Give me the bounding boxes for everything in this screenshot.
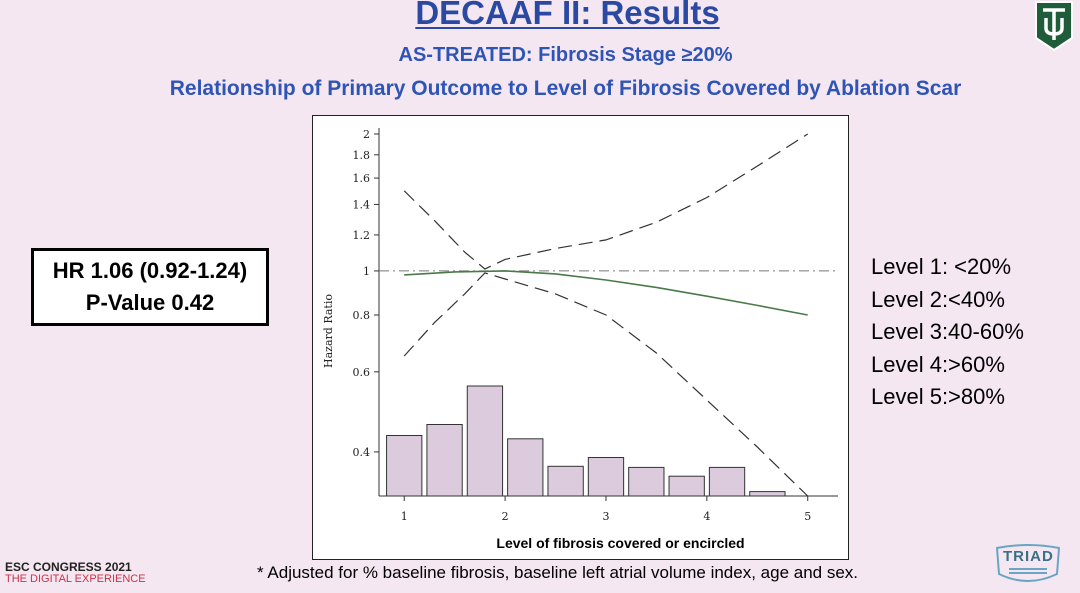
x-tick-label: 4 [703,510,710,523]
histogram-bar [749,491,786,497]
x-tick-label: 5 [804,510,811,523]
slide-subtitle-secondary: Relationship of Primary Outcome to Level… [169,77,962,100]
chart-frame: 0.4 0.6 0.8 1 1.2 1.4 1.6 1.8 2 1 2 3 4 5 Level of fib… [312,115,849,560]
y-tick-label: 1.8 [353,149,371,162]
y-tick-label: 0.4 [353,446,371,459]
histogram-bar [386,435,423,497]
y-tick-label: 1.4 [353,198,371,211]
esc-congress-logo: ESC CONGRESS 2021 THE DIGITAL EXPERIENCE [5,561,146,585]
histogram-bar [628,466,665,497]
y-tick-label: 0.8 [353,309,371,322]
hazard-ratio-value: HR 1.06 (0.92-1.24) [52,258,248,283]
level-item: Level 1: <20% [871,254,1012,279]
slide-title: DECAAF II: Results [415,0,720,31]
y-tick-label: 1.2 [353,229,371,242]
y-tick-label: 1.6 [353,172,371,185]
upper-ci-line [403,133,809,270]
esc-congress-tagline: THE DIGITAL EXPERIENCE [5,573,146,585]
hazard-ratio-box: HR 1.06 (0.92-1.24) P-Value 0.42 [31,248,269,326]
lower-ci-line [403,272,809,497]
histogram-bar [547,465,584,497]
histogram-bar [668,475,705,497]
p-value: P-Value 0.42 [85,290,215,315]
histogram-bar [426,424,463,497]
slide-subtitle: AS-TREATED: Fibrosis Stage ≥20% [398,44,733,66]
y-tick-label: 0.6 [353,366,371,379]
histogram-bar [466,385,504,497]
triad-logo-icon [995,544,1061,582]
x-axis-label: Level of fibrosis covered or encircled [496,535,744,551]
histogram-bar [708,466,746,497]
level-item: Level 3:40-60% [871,319,1024,344]
level-item: Level 5:>80% [871,384,1005,409]
y-tick-label: 2 [363,128,370,141]
hazard-ratio-chart: 0.4 0.6 0.8 1 1.2 1.4 1.6 1.8 2 1 2 3 4 5 Level of fib… [322,128,838,551]
x-tick-label: 3 [602,510,609,523]
triad-logo-text: TRIAD [1003,548,1054,565]
y-tick-label: 1 [363,265,370,278]
histogram-bar [587,457,625,497]
hazard-ratio-line [404,270,808,316]
tulane-logo-icon [1035,1,1073,52]
histogram-bar [507,438,544,497]
footnote: * Adjusted for % baseline fibrosis, base… [257,563,859,582]
level-item: Level 4:>60% [871,351,1005,377]
fibrosis-levels-list: Level 1: <20% Level 2:<40% Level 3:40-60… [871,251,1024,414]
x-tick-label: 1 [401,510,408,523]
level-item: Level 2:<40% [871,286,1005,312]
esc-congress-title: ESC CONGRESS 2021 [5,560,132,574]
x-tick-label: 2 [502,510,509,523]
y-axis-label: Hazard Ratio [322,294,335,368]
